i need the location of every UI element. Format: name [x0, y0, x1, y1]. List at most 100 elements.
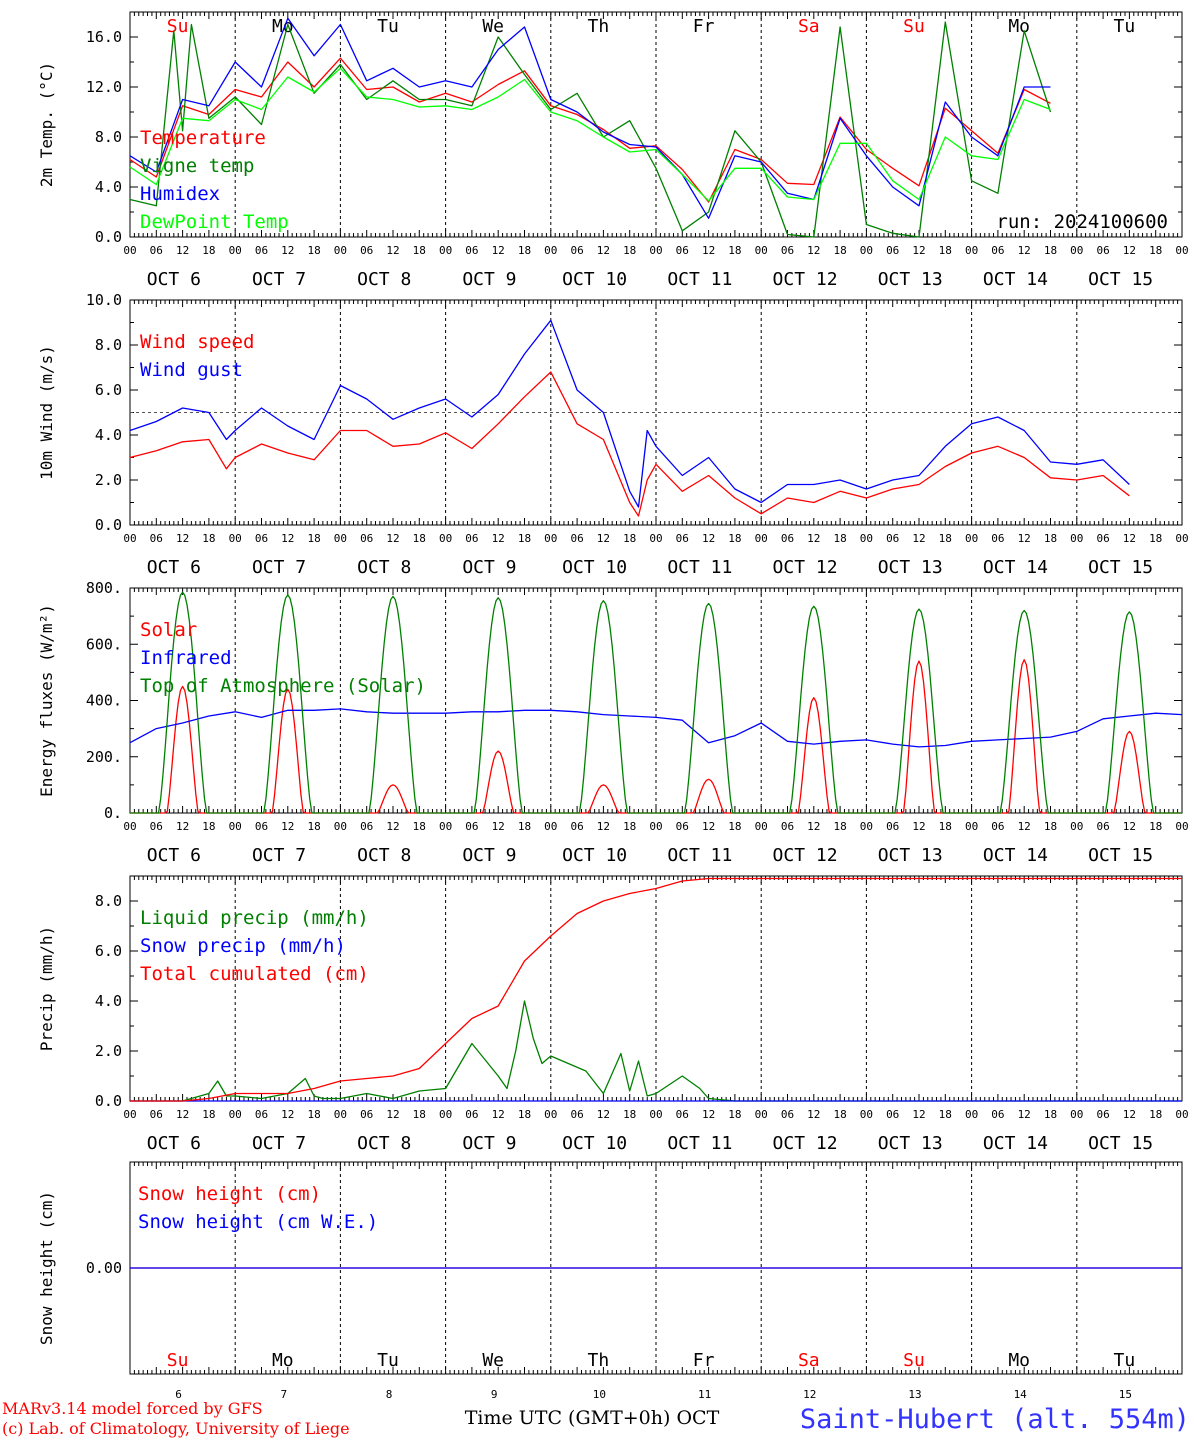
hour-label: 00 [1070, 244, 1083, 257]
hour-label: 00 [965, 820, 978, 833]
weekday-label: Fr [693, 1350, 715, 1371]
hour-label: 00 [649, 532, 662, 545]
day-number: 6 [175, 1388, 182, 1401]
date-label: OCT 6 [147, 557, 201, 578]
hour-label: 12 [492, 1108, 505, 1121]
hour-label: 18 [1149, 244, 1162, 257]
date-label: OCT 8 [357, 1133, 411, 1154]
hour-label: 18 [833, 820, 846, 833]
weekday-label: We [482, 1350, 504, 1371]
precip-y-axis-label: Precip (mm/h) [37, 926, 56, 1051]
hour-label: 12 [807, 820, 820, 833]
hour-label: 06 [255, 1108, 268, 1121]
hour-label: 06 [465, 244, 478, 257]
date-label: OCT 7 [252, 845, 306, 866]
date-label: OCT 15 [1088, 269, 1153, 290]
hour-label: 18 [413, 244, 426, 257]
hour-label: 12 [386, 820, 399, 833]
weekday-label: Th [588, 1350, 610, 1371]
date-label: OCT 9 [462, 845, 516, 866]
series-line-total-cumulated-cm- [130, 877, 1182, 1102]
date-label: OCT 6 [147, 1133, 201, 1154]
hour-label: 18 [307, 532, 320, 545]
date-label: OCT 14 [983, 1133, 1048, 1154]
legend-entry: Total cumulated (cm) [140, 963, 369, 985]
y-tick-label: 0.0 [95, 1092, 122, 1110]
hour-label: 18 [413, 820, 426, 833]
hour-label: 18 [728, 532, 741, 545]
hour-label: 18 [1149, 1108, 1162, 1121]
hour-label: 06 [781, 532, 794, 545]
date-label: OCT 14 [983, 845, 1048, 866]
hour-label: 12 [702, 532, 715, 545]
weekday-label: Su [903, 1350, 925, 1371]
day-number: 13 [908, 1388, 921, 1401]
hour-label: 06 [570, 532, 583, 545]
hour-label: 12 [281, 820, 294, 833]
legend-entry: Snow height (cm) [138, 1183, 321, 1205]
hour-label: 00 [229, 1108, 242, 1121]
y-tick-label: 400. [86, 692, 122, 710]
hour-label: 12 [1018, 820, 1031, 833]
series-line-infrared [129, 708, 1183, 748]
hour-label: 18 [202, 532, 215, 545]
hour-label: 00 [544, 532, 557, 545]
hour-label: 06 [991, 820, 1004, 833]
legend-entry: Liquid precip (mm/h) [140, 907, 369, 929]
date-label: OCT 12 [773, 1133, 838, 1154]
hour-label: 18 [1149, 820, 1162, 833]
hour-label: 00 [123, 532, 136, 545]
hour-label: 12 [281, 532, 294, 545]
hour-label: 12 [807, 1108, 820, 1121]
y-tick-label: 0. [104, 804, 122, 822]
hour-label: 00 [649, 820, 662, 833]
date-label: OCT 13 [878, 557, 943, 578]
hour-label: 00 [649, 244, 662, 257]
hour-label: 06 [676, 820, 689, 833]
y-tick-label: 16.0 [86, 28, 122, 46]
hour-label: 00 [860, 820, 873, 833]
hour-label: 18 [728, 1108, 741, 1121]
hour-label: 12 [702, 1108, 715, 1121]
hour-label: 06 [1096, 244, 1109, 257]
hour-label: 18 [623, 820, 636, 833]
legend-entry: Infrared [140, 647, 232, 669]
legend-entry: Snow height (cm W.E.) [138, 1211, 378, 1233]
hour-label: 00 [755, 244, 768, 257]
hour-label: 06 [465, 1108, 478, 1121]
y-tick-label: 4.0 [95, 426, 122, 444]
hour-label: 00 [1175, 820, 1188, 833]
legend-entry: Snow precip (mm/h) [140, 935, 346, 957]
hour-label: 18 [307, 820, 320, 833]
date-label: OCT 7 [252, 557, 306, 578]
hour-label: 06 [781, 820, 794, 833]
wind-y-axis-label: 10m Wind (m/s) [37, 345, 56, 480]
hour-label: 18 [202, 1108, 215, 1121]
hour-label: 12 [597, 1108, 610, 1121]
hour-label: 00 [1070, 532, 1083, 545]
hour-label: 12 [176, 820, 189, 833]
hour-label: 18 [939, 820, 952, 833]
y-tick-label: 0.0 [95, 516, 122, 534]
legend-entry: Solar [140, 619, 197, 641]
date-label: OCT 14 [983, 269, 1048, 290]
hour-label: 06 [360, 244, 373, 257]
hour-label: 00 [755, 1108, 768, 1121]
hour-label: 06 [150, 1108, 163, 1121]
date-label: OCT 14 [983, 557, 1048, 578]
hour-label: 06 [150, 820, 163, 833]
weekday-label: Mo [1008, 1350, 1030, 1371]
hour-label: 00 [439, 1108, 452, 1121]
hour-label: 06 [255, 820, 268, 833]
date-label: OCT 15 [1088, 845, 1153, 866]
hour-label: 00 [860, 1108, 873, 1121]
date-label: OCT 15 [1088, 1133, 1153, 1154]
series-line-dewpoint-temp [129, 67, 1051, 202]
y-tick-label: 2.0 [95, 471, 122, 489]
model-credit: MARv3.14 model forced by GFS [2, 1399, 263, 1418]
x-axis-label: Time UTC (GMT+0h) OCT [465, 1407, 720, 1429]
lab-credit: (c) Lab. of Climatology, University of L… [2, 1419, 350, 1438]
panel-snow: 0.00 Snow height (cm) Su Mo Tu We Th Fr Sa Su Mo Tu… [37, 1161, 1183, 1401]
weekday-label: Sa [798, 1350, 820, 1371]
hour-label: 18 [939, 532, 952, 545]
